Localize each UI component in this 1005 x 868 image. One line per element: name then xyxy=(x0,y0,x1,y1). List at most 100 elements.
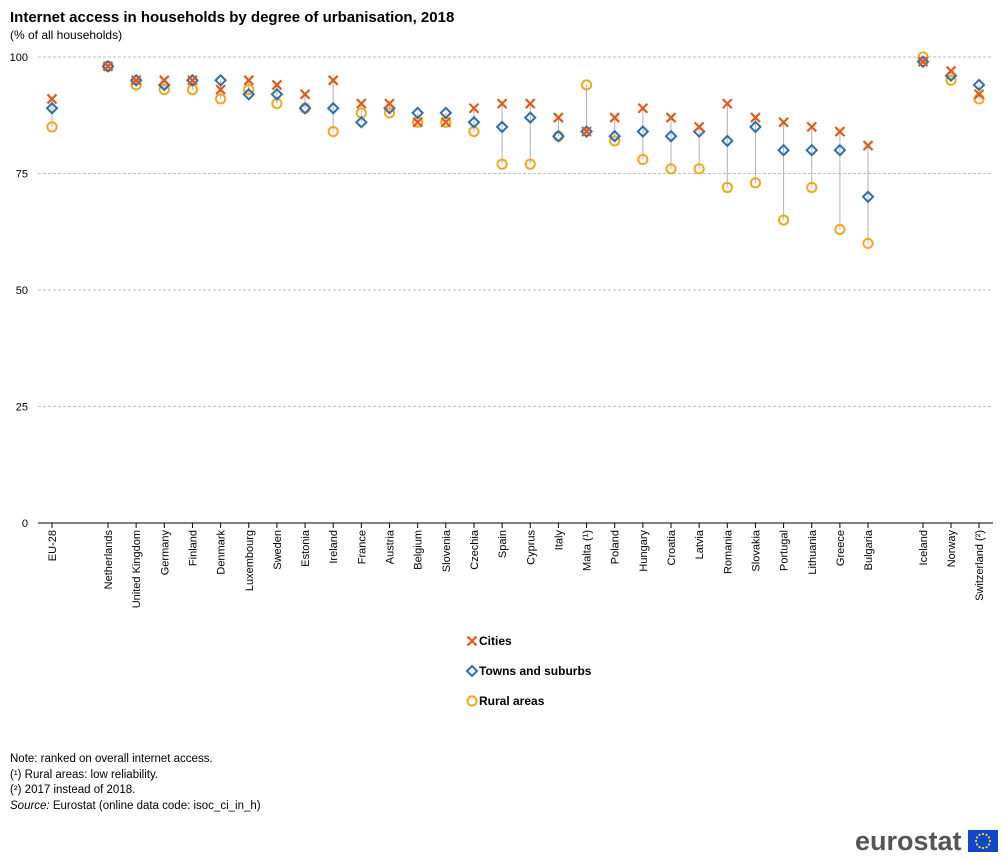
x-tick-label: Netherlands xyxy=(103,530,115,590)
y-tick-label: 75 xyxy=(16,169,28,181)
point-diamond xyxy=(580,125,593,138)
point-cross xyxy=(102,61,114,72)
x-tick-label: Estonia xyxy=(300,529,312,567)
point-circle xyxy=(637,153,649,166)
point-circle xyxy=(806,181,818,194)
point-diamond xyxy=(523,111,537,124)
x-tick-label: Greece xyxy=(835,530,847,566)
x-tick-label: Latvia xyxy=(694,529,706,559)
y-tick-label: 50 xyxy=(16,285,28,297)
legend-label: Rural areas xyxy=(479,694,545,708)
point-diamond xyxy=(45,101,59,115)
data-marks xyxy=(45,51,986,249)
point-diamond xyxy=(805,143,819,157)
point-cross xyxy=(46,93,58,105)
x-tick-label: Sweden xyxy=(272,530,284,570)
x-tick-label: Norway xyxy=(946,530,958,568)
point-cross xyxy=(215,84,226,95)
point-circle xyxy=(609,135,621,147)
point-cross xyxy=(750,112,761,123)
point-diamond xyxy=(298,101,312,115)
legend-label: Towns and suburbs xyxy=(479,664,592,678)
point-diamond xyxy=(608,129,622,143)
point-circle xyxy=(158,84,170,96)
point-diamond xyxy=(129,73,143,87)
footnote-2: (²) 2017 instead of 2018. xyxy=(10,784,136,796)
x-tick-label: Slovakia xyxy=(750,529,762,571)
x-tick-label: Ireland xyxy=(328,530,340,564)
x-tick-label: Iceland xyxy=(918,530,930,565)
x-tick-label: Poland xyxy=(610,530,622,564)
point-diamond xyxy=(720,134,734,148)
point-cross xyxy=(159,75,170,86)
point-cross xyxy=(806,121,818,133)
y-axis-ticks: 0 25 50 75 100 xyxy=(10,52,28,530)
point-diamond xyxy=(101,59,115,73)
point-diamond xyxy=(439,106,453,120)
x-tick-label: Bulgaria xyxy=(863,529,875,570)
point-cross xyxy=(722,98,733,109)
x-tick-label: Belgium xyxy=(413,530,425,570)
point-cross xyxy=(637,102,649,114)
point-diamond xyxy=(186,73,199,87)
point-diamond xyxy=(664,129,678,143)
x-tick-label: Denmark xyxy=(216,530,228,575)
source-text: Eurostat (online data code: isoc_ci_in_h… xyxy=(49,799,261,812)
x-tick-label: Italy xyxy=(553,530,565,551)
point-circle xyxy=(215,93,227,105)
point-cross xyxy=(356,98,367,109)
point-diamond xyxy=(326,101,340,115)
point-circle xyxy=(862,237,874,249)
point-diamond xyxy=(777,143,791,157)
point-diamond xyxy=(972,78,986,92)
x-tick-label: Malta (¹) xyxy=(582,530,594,571)
point-circle xyxy=(524,158,536,170)
point-diamond xyxy=(495,120,509,134)
x-tick-label: Finland xyxy=(187,530,199,566)
x-tick-label: Hungary xyxy=(638,530,650,572)
point-diamond xyxy=(636,125,650,138)
eurostat-logo: eurostat xyxy=(855,826,998,856)
source-line: Source: Eurostat (online data code: isoc… xyxy=(10,799,261,815)
point-diamond xyxy=(411,106,425,120)
legend-marker-cross xyxy=(466,635,478,647)
legend-marker-circle xyxy=(466,695,478,707)
scatter-chart: 0 25 50 75 100 EU-28 Netherlands United Kingdo… xyxy=(10,51,993,708)
point-circle xyxy=(327,125,339,138)
gridlines xyxy=(38,56,993,407)
legend-label: Cities xyxy=(479,634,512,648)
x-tick-label: Croatia xyxy=(666,529,678,565)
legend-marker-diamond xyxy=(465,664,479,678)
point-cross xyxy=(524,98,536,109)
x-tick-label: Austria xyxy=(385,529,397,564)
legend: Cities Towns and suburbs Rural areas xyxy=(465,634,592,708)
x-tick-label: Switzerland (²) xyxy=(974,530,986,601)
x-axis: EU-28 Netherlands United Kingdom Germany Fin… xyxy=(38,522,993,608)
y-tick-label: 25 xyxy=(16,402,28,414)
point-circle xyxy=(945,74,957,86)
point-cross xyxy=(440,116,452,128)
point-cross xyxy=(130,75,142,86)
point-diamond xyxy=(270,87,284,101)
point-cross xyxy=(553,112,564,123)
point-cross xyxy=(693,121,705,133)
x-tick-label: United Kingdom xyxy=(131,530,143,608)
point-circle xyxy=(721,181,733,194)
point-circle xyxy=(580,79,593,91)
point-diamond xyxy=(214,73,228,87)
source-label: Source: xyxy=(10,799,50,812)
x-tick-label: Spain xyxy=(497,530,509,558)
point-diamond xyxy=(861,190,875,204)
point-cross xyxy=(243,75,255,86)
point-circle xyxy=(778,214,790,226)
point-circle xyxy=(496,158,508,170)
y-tick-label: 0 xyxy=(22,518,28,530)
point-circle xyxy=(665,163,677,175)
x-tick-label: Germany xyxy=(159,530,171,576)
x-tick-label: Slovenia xyxy=(441,529,453,572)
y-tick-label: 100 xyxy=(10,52,28,64)
point-circle xyxy=(693,163,705,175)
point-cross xyxy=(496,98,508,109)
point-cross xyxy=(862,140,874,151)
point-circle xyxy=(383,107,396,119)
